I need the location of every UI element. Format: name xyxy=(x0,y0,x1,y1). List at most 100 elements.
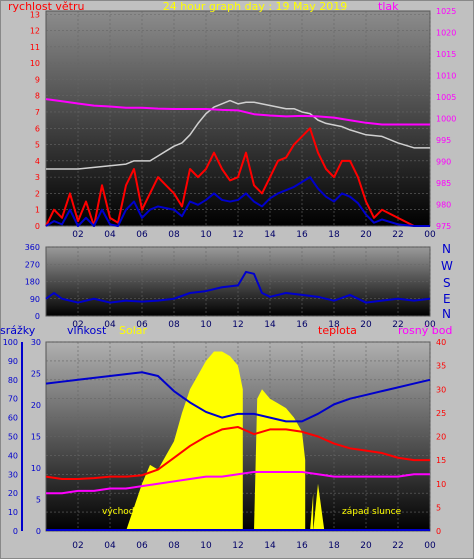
x-tick-label: 06 xyxy=(136,320,148,330)
y-tick-label: 180 xyxy=(25,278,40,287)
y-right-tick-label: 995 xyxy=(436,136,451,145)
x-tick-label: 04 xyxy=(104,541,116,551)
x-tick-label: 14 xyxy=(264,320,276,330)
y-teplota-tick-label: 5 xyxy=(436,503,441,512)
y-left-tick-label: 7 xyxy=(35,108,40,117)
x-tick-label: 18 xyxy=(328,230,340,240)
y-left-tick-label: 13 xyxy=(30,10,40,19)
y-right-tick-label: 1015 xyxy=(436,50,456,59)
y-left-tick-label: 8 xyxy=(35,92,40,101)
y-left-tick-label: 12 xyxy=(30,27,40,36)
y-srazky-tick-label: 100 xyxy=(3,338,18,347)
y-srazky-tick-label: 80 xyxy=(8,376,18,385)
y-right-tick-label: 990 xyxy=(436,158,451,167)
top-title: 24 hour graph day : 19 May 2019 xyxy=(163,0,348,13)
y-teplota-tick-label: 30 xyxy=(436,385,446,394)
sunset-label: západ slunce xyxy=(342,507,402,517)
y-left-tick-label: 10 xyxy=(30,59,40,68)
wind-direction-line xyxy=(45,270,431,304)
y-tick-label: 90 xyxy=(30,295,40,304)
wind-gust-line xyxy=(45,127,430,227)
y-left-tick-label: 11 xyxy=(30,43,40,52)
gust-trend-line xyxy=(46,99,430,170)
x-tick-label: 06 xyxy=(136,230,148,240)
y-left-tick-label: 9 xyxy=(35,75,40,84)
y-teplota-tick-label: 25 xyxy=(436,409,446,418)
y-teplota-tick-label: 15 xyxy=(436,456,446,465)
x-tick-label: 16 xyxy=(296,230,308,240)
x-tick-label: 00 xyxy=(424,230,436,240)
compass-e: E xyxy=(443,292,451,306)
compass-n1: N xyxy=(442,242,451,256)
y-left-tick-label: 4 xyxy=(35,157,40,166)
x-tick-label: 02 xyxy=(72,541,83,551)
y-left-tick-label: 1 xyxy=(35,206,40,215)
label-rosny: rosný bod xyxy=(398,324,452,337)
y-srazky-tick-label: 20 xyxy=(8,489,18,498)
x-tick-label: 10 xyxy=(200,230,212,240)
middle-grid xyxy=(46,246,431,317)
solar-area xyxy=(126,351,342,531)
y-teplota-tick-label: 0 xyxy=(436,527,441,536)
x-tick-label: 08 xyxy=(168,541,180,551)
bottom-series xyxy=(45,371,431,531)
y-vlhkost-tick-label: 10 xyxy=(31,464,41,473)
top-label-left: rychlost větru xyxy=(8,0,84,13)
x-tick-label: 04 xyxy=(104,230,116,240)
humidity-line xyxy=(45,371,431,423)
y-srazky-tick-label: 40 xyxy=(8,451,18,460)
top-grid xyxy=(46,11,431,227)
y-tick-label: 0 xyxy=(35,312,40,321)
y-teplota-tick-label: 10 xyxy=(436,480,446,489)
y-vlhkost-tick-label: 15 xyxy=(31,433,41,442)
sunrise-label: východ slunce xyxy=(102,507,167,517)
x-tick-label: 00 xyxy=(424,541,436,551)
x-tick-label: 00 xyxy=(424,320,436,330)
y-tick-label: 270 xyxy=(25,260,40,269)
y-left-tick-label: 0 xyxy=(35,222,40,231)
dewpoint-line xyxy=(46,470,430,495)
label-vlhkost: vlhkost xyxy=(67,324,107,337)
y-right-tick-label: 1000 xyxy=(436,115,456,124)
y-teplota-tick-label: 35 xyxy=(436,362,446,371)
y-teplota-tick-label: 40 xyxy=(436,338,446,347)
label-solar: Solar xyxy=(119,324,148,337)
x-tick-label: 22 xyxy=(392,320,403,330)
y-srazky-tick-label: 50 xyxy=(8,433,18,442)
x-tick-label: 20 xyxy=(360,320,372,330)
compass-w: W xyxy=(441,259,453,273)
top-label-right: tlak xyxy=(378,0,399,13)
x-tick-label: 12 xyxy=(232,230,243,240)
x-tick-label: 06 xyxy=(136,541,148,551)
x-tick-label: 18 xyxy=(328,541,340,551)
x-tick-label: 14 xyxy=(264,230,276,240)
x-tick-label: 20 xyxy=(360,541,372,551)
top-series xyxy=(45,98,430,227)
solar-layer xyxy=(126,351,342,531)
x-tick-label: 16 xyxy=(296,541,308,551)
compass-n2: N xyxy=(442,307,451,321)
x-tick-label: 20 xyxy=(360,230,372,240)
y-vlhkost-tick-label: 30 xyxy=(31,338,41,347)
y-right-tick-label: 975 xyxy=(436,222,451,231)
y-left-tick-label: 5 xyxy=(35,141,40,150)
y-left-tick-label: 2 xyxy=(35,189,40,198)
x-tick-label: 10 xyxy=(200,541,212,551)
y-right-tick-label: 980 xyxy=(436,201,451,210)
y-srazky-tick-label: 70 xyxy=(8,395,18,404)
x-tick-label: 08 xyxy=(168,320,180,330)
y-srazky-tick-label: 0 xyxy=(13,527,18,536)
y-vlhkost-tick-label: 5 xyxy=(36,496,41,505)
middle-series xyxy=(45,270,431,304)
x-tick-label: 12 xyxy=(232,320,243,330)
y-right-tick-label: 1020 xyxy=(436,29,456,38)
label-srazky: srážky xyxy=(0,324,36,337)
x-tick-label: 02 xyxy=(72,320,83,330)
y-vlhkost-tick-label: 0 xyxy=(36,527,41,536)
x-tick-label: 08 xyxy=(168,230,180,240)
y-srazky-tick-label: 60 xyxy=(8,414,18,423)
x-tick-label: 10 xyxy=(200,320,212,330)
label-teplota: teplota xyxy=(318,324,357,337)
x-tick-label: 22 xyxy=(392,541,403,551)
